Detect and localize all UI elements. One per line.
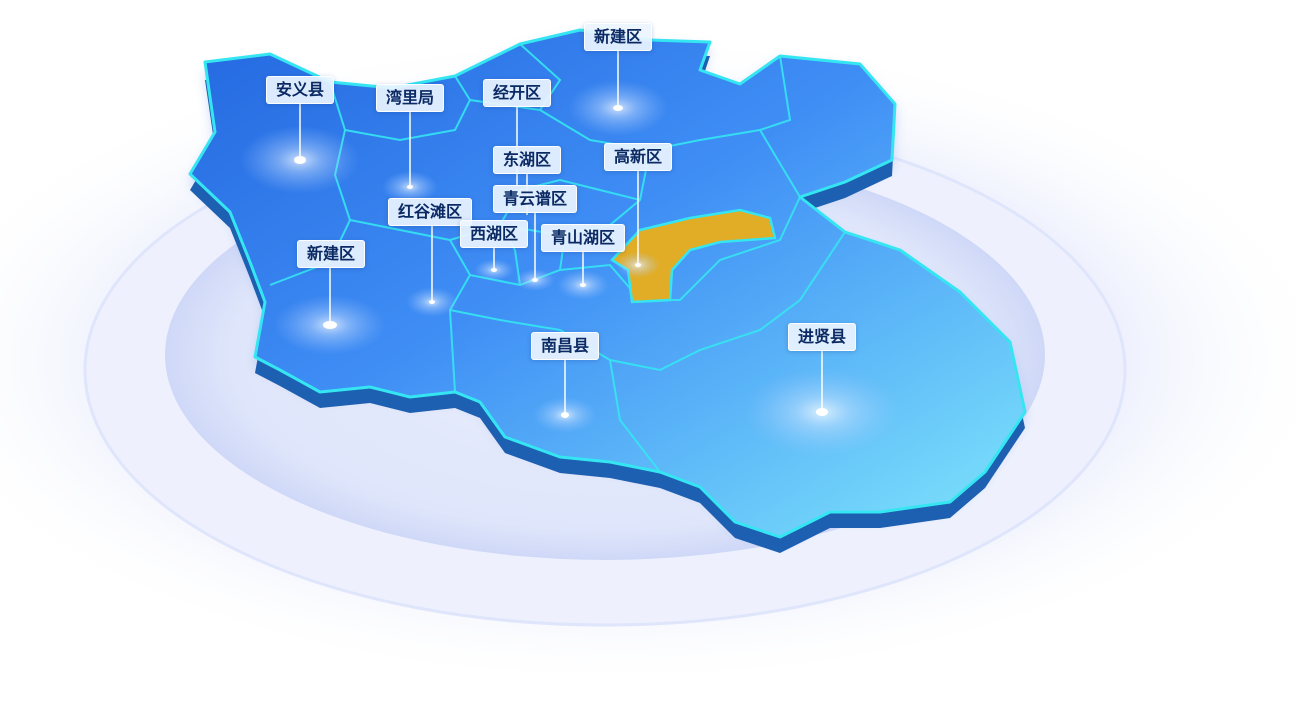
label-qingshanhu[interactable]: 青山湖区 — [540, 224, 626, 252]
label-jinxian[interactable]: 进贤县 — [787, 323, 857, 351]
label-donghu[interactable]: 东湖区 — [492, 146, 562, 174]
label-xinjian-south[interactable]: 新建区 — [296, 240, 366, 268]
label-jingkai[interactable]: 经开区 — [482, 79, 552, 107]
label-gaoxin[interactable]: 高新区 — [603, 143, 673, 171]
label-honggutan[interactable]: 红谷滩区 — [387, 198, 473, 226]
label-xihu[interactable]: 西湖区 — [459, 220, 529, 248]
label-qingyunpu[interactable]: 青云谱区 — [492, 185, 578, 213]
label-xinjian-north[interactable]: 新建区 — [583, 23, 653, 51]
label-wanli[interactable]: 湾里局 — [375, 84, 445, 112]
label-anyi[interactable]: 安义县 — [265, 76, 335, 104]
label-nanchang[interactable]: 南昌县 — [530, 332, 600, 360]
